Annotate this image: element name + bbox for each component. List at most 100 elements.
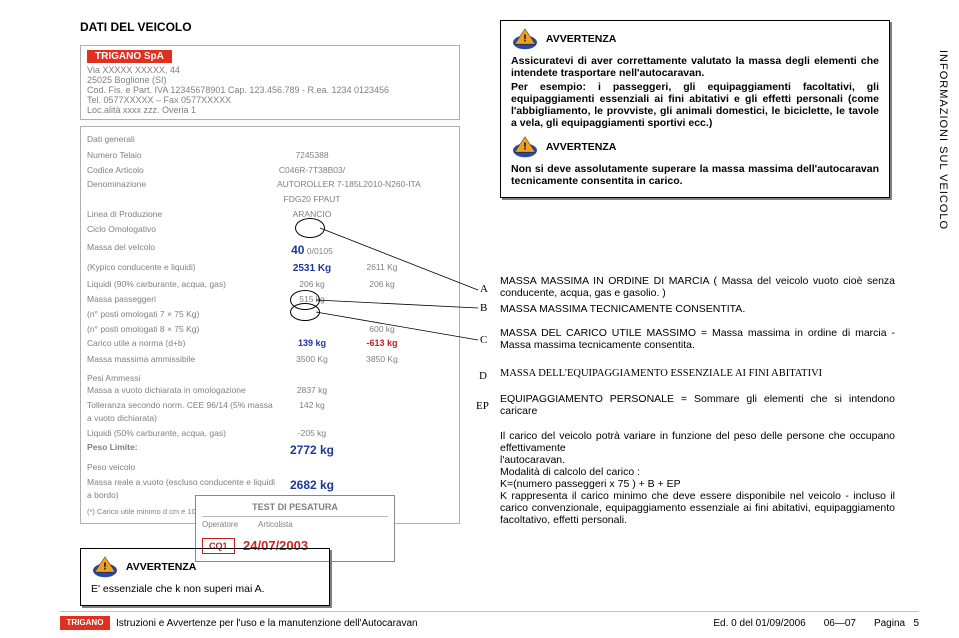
- val: C046R-7T38B03/: [277, 164, 347, 177]
- lbl: Denominazione: [87, 178, 277, 191]
- table-row: Ciclo Omologativo: [87, 223, 453, 236]
- table-row: Peso Limite:2772 kg: [87, 441, 453, 459]
- val: 2531 Kg: [277, 261, 347, 276]
- val: -205 kg: [277, 427, 347, 440]
- val2: 2611 Kg: [347, 261, 417, 276]
- val: 7245388: [277, 149, 347, 162]
- lbl: Peso veicolo: [87, 461, 277, 474]
- letter-b: B: [480, 302, 487, 314]
- table-row: Massa del veIcolo40 0/0105: [87, 241, 453, 259]
- svg-text:!: !: [103, 562, 106, 573]
- lbl: Massa passeggeri: [87, 293, 277, 306]
- vehicle-data-sheet: TRIGANO SpA Via XXXXX XXXXX, 44 25025 Bo…: [80, 45, 460, 485]
- table-row: (n° posti omologati 8 × 75 Kg) 600 kg: [87, 323, 453, 336]
- letter-c: C: [480, 334, 487, 346]
- svg-text:!: !: [523, 34, 526, 45]
- val: [277, 323, 347, 336]
- doc-header: TRIGANO SpA Via XXXXX XXXXX, 44 25025 Bo…: [80, 45, 460, 120]
- lbl: Linea di Produzione: [87, 208, 277, 221]
- warning-icon: !: [511, 27, 539, 51]
- table-row: Massa a vuoto dichiarata in omologazione…: [87, 384, 453, 397]
- doc-circle: [295, 218, 325, 238]
- val: AUTOROLLER 7-185L2010-N260-ITA: [277, 178, 453, 191]
- warn-p2: Per esempio: i passeggeri, gli equipaggi…: [511, 81, 879, 129]
- svg-text:!: !: [523, 142, 526, 153]
- trigano-badge: TRIGANO SpA: [87, 50, 172, 63]
- warn-p1: Assicuratevi di aver correttamente valut…: [511, 55, 879, 79]
- doc-loc: Loc.alità xxxx zzz. Overia 1: [87, 105, 196, 115]
- warn2-text: E' essenziale che k non superi mai A.: [91, 583, 319, 595]
- table-row: Numero Telaio7245388: [87, 149, 453, 162]
- lbl: Carico utile a norma (d+b): [87, 337, 277, 351]
- val: 206 kg: [277, 278, 347, 291]
- val: 3500 Kg: [277, 353, 347, 366]
- doc-body: Dati generali Numero Telaio7245388 Codic…: [80, 126, 460, 524]
- table-row: Liquidi (90% carburante, acqua, gas)206 …: [87, 278, 453, 291]
- doc-address-3: Cod. Fis. e Part. IVA 12345678901 Cap. 1…: [87, 85, 389, 95]
- def-ep: EQUIPAGGIAMENTO PERSONALE = Sommare gli …: [500, 393, 895, 417]
- lbl: Tolleranza secondo norm. CEE 96/14 (5% m…: [87, 399, 277, 425]
- doc-address-1: Via XXXXX XXXXX, 44: [87, 65, 180, 75]
- page-footer: TRIGANO Istruzioni e Avvertenze per l'us…: [60, 611, 919, 630]
- footer-pagina-n: 5: [913, 618, 919, 629]
- val2: 600 kg: [347, 323, 417, 336]
- warning-title-3: AVVERTENZA: [126, 561, 196, 573]
- table-row: (Kypico conducente e liquidi)2531 Kg2611…: [87, 261, 453, 276]
- table-row: Codice ArticoloC046R-7T38B03/: [87, 164, 453, 177]
- letter-a: A: [480, 283, 488, 295]
- doc-circle: [290, 303, 320, 321]
- lbl: (n° posti omologati 8 × 75 Kg): [87, 323, 277, 336]
- table-row: Liquidi (50% carburante, acqua, gas)-205…: [87, 427, 453, 440]
- lbl: Ciclo Omologativo: [87, 223, 277, 236]
- lbl: (n° posti omologati 7 × 75 Kg): [87, 308, 277, 321]
- warning-title: AVVERTENZA: [546, 33, 616, 45]
- def-d: MASSA DELL'EQUIPAGGIAMENTO ESSENZIALE AI…: [500, 368, 895, 379]
- warning-icon: !: [91, 555, 119, 579]
- test-col1: Operatore: [202, 519, 238, 532]
- def-b: MASSA MASSIMA TECNICAMENTE CONSENTITA.: [500, 303, 895, 315]
- letter-ep: EP: [476, 400, 489, 412]
- para-p5: K rappresenta il carico minimo che deve …: [500, 490, 895, 526]
- test-title: TEST DI PESATURA: [202, 500, 388, 517]
- lbl: (Kypico conducente e liquidi): [87, 261, 277, 276]
- trigano-logo: TRIGANO: [60, 616, 110, 630]
- side-label: INFORMAZIONI SUL VEICOLO: [937, 50, 949, 230]
- warn-p3: Non si deve assolutamente superare la ma…: [511, 163, 879, 187]
- table-row: Carico utile a norma (d+b)139 kg-613 kg: [87, 337, 453, 351]
- warning-box-top: ! AVVERTENZA Assicuratevi di aver corret…: [500, 20, 890, 198]
- footer-left: Istruzioni e Avvertenze per l'uso e la m…: [116, 618, 713, 629]
- para-block: Il carico del veicolo potrà variare in f…: [500, 430, 895, 526]
- val: 40: [291, 243, 304, 257]
- table-row: Tolleranza secondo norm. CEE 96/14 (5% m…: [87, 399, 453, 425]
- table-row: Massa passeggeri515 kg: [87, 293, 453, 306]
- table-row: DenominazioneAUTOROLLER 7-185L2010-N260-…: [87, 178, 453, 191]
- def-c: MASSA DEL CARICO UTILE MASSIMO = Massa m…: [500, 327, 895, 351]
- table-row: (n° posti omologati 7 × 75 Kg): [87, 308, 453, 321]
- doc-tax: Tel. 0577XXXXX – Fax 0577XXXXX: [87, 95, 231, 105]
- footer-ed: Ed. 0 del 01/09/2006: [713, 618, 805, 629]
- footer-pagina-label: Pagina: [874, 618, 905, 629]
- test-col2: Articolista: [258, 519, 293, 532]
- warning-icon: !: [511, 135, 539, 159]
- lbl: Massa massima ammissibile: [87, 353, 277, 366]
- lbl: Numero Telaio: [87, 149, 277, 162]
- val: 139 kg: [277, 337, 347, 351]
- section1-title: Dati generali: [87, 133, 453, 146]
- lbl: Peso Limite:: [87, 441, 277, 459]
- table-row: Linea di ProduzioneARANCIO: [87, 208, 453, 221]
- val: 142 kg: [277, 399, 347, 425]
- section3-title: Pesi Ammessi: [87, 372, 453, 385]
- page-title: DATI DEL VEICOLO: [80, 20, 192, 34]
- letter-d: D: [479, 370, 487, 382]
- val2: 3850 Kg: [347, 353, 417, 366]
- lbl: Liquidi (90% carburante, acqua, gas): [87, 278, 277, 291]
- table-row: Massa massima ammissibile3500 Kg3850 Kg: [87, 353, 453, 366]
- lbl: [87, 193, 277, 206]
- lbl: Massa del veIcolo: [87, 241, 277, 259]
- lbl: Liquidi (50% carburante, acqua, gas): [87, 427, 277, 440]
- val2: 206 kg: [347, 278, 417, 291]
- val: 2772 kg: [277, 441, 347, 459]
- doc-address-2: 25025 Boglione (SI): [87, 75, 167, 85]
- para-p2: l'autocaravan.: [500, 454, 565, 466]
- table-row: Peso veicolo: [87, 461, 453, 474]
